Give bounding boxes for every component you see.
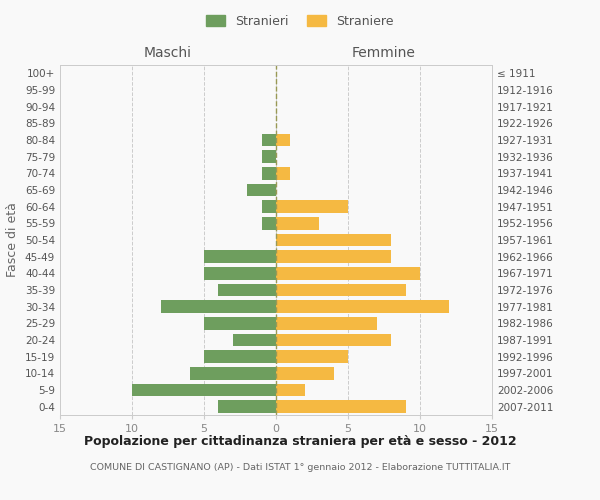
Bar: [276, 334, 391, 346]
Text: Popolazione per cittadinanza straniera per età e sesso - 2012: Popolazione per cittadinanza straniera p…: [83, 434, 517, 448]
Y-axis label: Fasce di età: Fasce di età: [7, 202, 19, 278]
Bar: [276, 384, 305, 396]
Bar: [233, 334, 276, 346]
Legend: Stranieri, Straniere: Stranieri, Straniere: [203, 11, 397, 32]
Bar: [276, 284, 406, 296]
Bar: [132, 384, 276, 396]
Bar: [276, 350, 348, 363]
Bar: [262, 167, 276, 179]
Bar: [262, 217, 276, 230]
Bar: [276, 400, 406, 413]
Bar: [276, 217, 319, 230]
Bar: [247, 184, 276, 196]
Bar: [204, 267, 276, 280]
Bar: [262, 150, 276, 163]
Bar: [190, 367, 276, 380]
Bar: [276, 267, 420, 280]
Bar: [276, 250, 391, 263]
Bar: [204, 350, 276, 363]
Bar: [276, 167, 290, 179]
Bar: [276, 200, 348, 213]
Bar: [161, 300, 276, 313]
Bar: [276, 300, 449, 313]
Bar: [204, 250, 276, 263]
Bar: [218, 400, 276, 413]
Bar: [204, 317, 276, 330]
Text: COMUNE DI CASTIGNANO (AP) - Dati ISTAT 1° gennaio 2012 - Elaborazione TUTTITALIA: COMUNE DI CASTIGNANO (AP) - Dati ISTAT 1…: [90, 464, 510, 472]
Bar: [276, 234, 391, 246]
Bar: [276, 317, 377, 330]
Bar: [218, 284, 276, 296]
Bar: [276, 367, 334, 380]
Bar: [262, 134, 276, 146]
Bar: [276, 134, 290, 146]
Bar: [262, 200, 276, 213]
